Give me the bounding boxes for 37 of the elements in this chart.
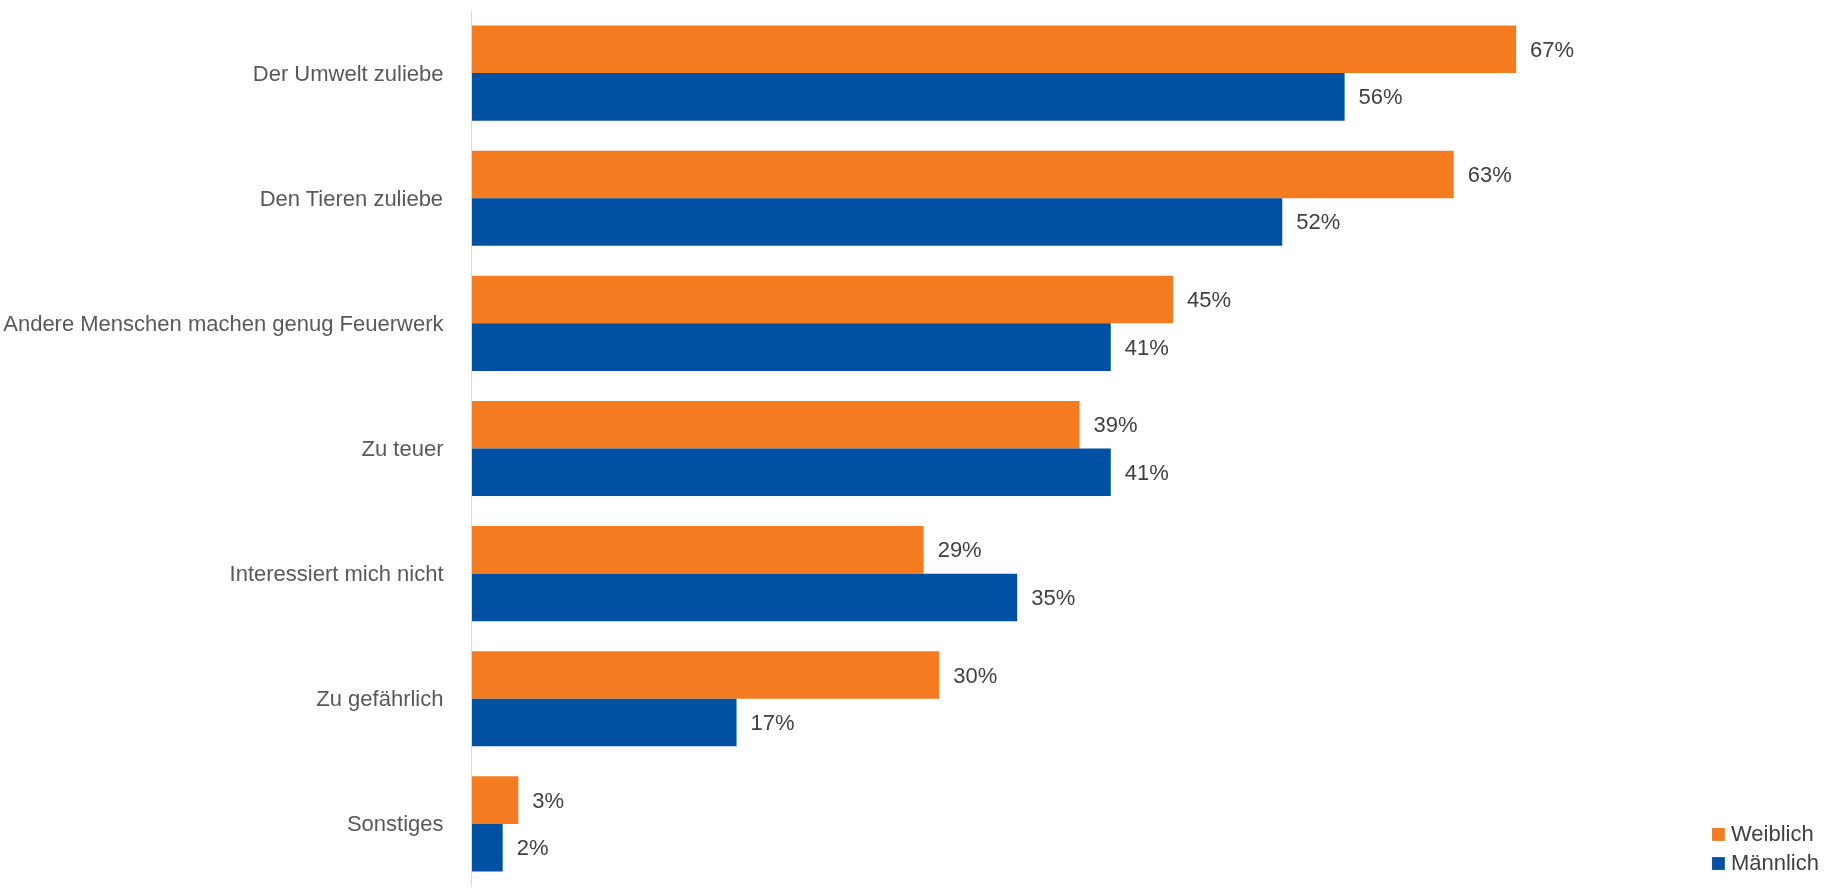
y-tick-label: Zu gefährlich [316,686,444,712]
data-label: 63% [1467,161,1512,187]
y-tick-label: Den Tieren zuliebe [259,185,444,211]
bar [471,651,940,699]
bar [471,150,1454,199]
data-label: 30% [953,662,998,688]
y-tick-label: Andere Menschen machen genug Feuerwerk [3,310,445,336]
bar [471,400,1080,449]
data-label: 29% [937,537,982,563]
bar [471,823,503,872]
bar [471,25,1517,74]
y-tick-label: Interessiert mich nicht [229,561,444,587]
data-label: 45% [1187,287,1232,313]
bar [471,573,1018,622]
data-label: 67% [1530,36,1575,62]
data-label: 41% [1124,334,1169,360]
bar [471,448,1111,497]
bar [471,526,924,574]
bar [471,698,737,747]
bar [471,275,1174,324]
data-label: 3% [532,787,565,813]
data-label: 2% [516,835,549,861]
data-label: 35% [1031,584,1076,610]
legend-label: Weiblich [1730,821,1814,847]
data-label: 17% [750,710,795,736]
y-tick-label: Sonstiges [346,811,444,837]
bar [471,198,1283,246]
y-tick-label: Zu teuer [361,436,444,461]
data-label: 39% [1093,412,1138,438]
bar [471,776,519,824]
data-label: 41% [1124,459,1169,485]
bar [471,323,1111,371]
data-label: 52% [1296,209,1341,235]
data-label: 56% [1358,84,1403,110]
bar [471,73,1345,121]
legend-label: Männlich [1730,850,1819,876]
y-tick-label: Der Umwelt zuliebe [252,60,444,86]
